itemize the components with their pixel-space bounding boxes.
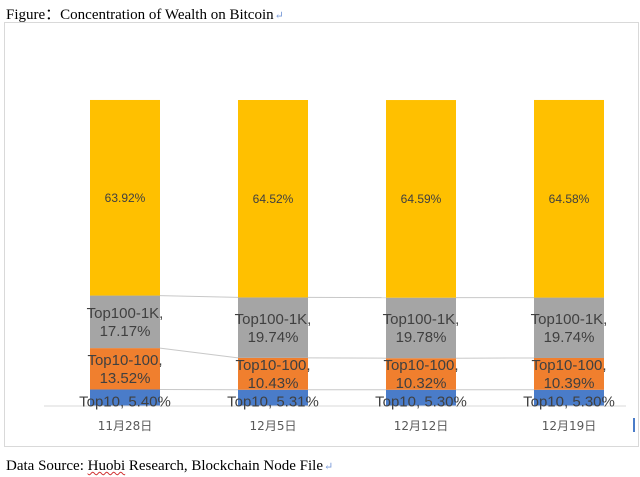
bar-top10-100-1 [90,348,160,390]
bar-top100-1k-3 [386,297,456,359]
bar-top100-1k-1 [90,295,160,349]
x-tick-label: 12月19日 [542,419,597,433]
bar-top10-100-3 [386,358,456,390]
series-connector-line [159,295,239,298]
data-label-top100-1k: Top100-1K, 19.74% [235,311,312,346]
data-label-top10-100: Top10-100, 10.39% [531,357,606,392]
data-label-rest: 63.92% [105,191,146,205]
frame-top-border [4,22,638,23]
data-label-top10-100: Top10-100, 13.52% [87,352,162,387]
bar-top10-100-4 [534,357,604,390]
bar-top10-2 [238,389,308,406]
data-label-top10-100: Top10-100, 10.43% [235,357,310,392]
x-tick-label: 12月5日 [250,419,297,433]
data-label-top10: Top10, 5.40% [79,393,171,410]
data-label-rest: 64.59% [401,192,442,206]
data-label-top10-100: Top10-100, 10.32% [383,357,458,392]
figure-title: Figure：Concentration of Wealth on Bitcoi… [6,7,284,23]
text-cursor-marker [633,418,635,432]
frame-left-border [4,22,5,447]
data-label-rest: 64.58% [549,192,590,206]
series-connector-line [159,347,239,359]
data-source-note: Data Source: Huobi Research, Blockchain … [6,458,334,474]
bar-top10-4 [534,389,604,406]
data-label-top100-1k: Top100-1K, 19.78% [383,311,460,346]
bar-rest-2 [238,100,308,298]
data-label-top100-1k: Top100-1K, 17.17% [87,305,164,340]
bar-top100-1k-2 [238,297,308,358]
data-label-top10: Top10, 5.30% [375,393,467,410]
bar-top10-3 [386,389,456,406]
bar-top10-100-2 [238,357,308,390]
frame-bottom-border [4,446,638,447]
data-label-top100-1k: Top100-1K, 19.74% [531,311,608,346]
bar-top10-1 [90,389,160,406]
data-label-top10: Top10, 5.30% [523,393,615,410]
data-label-top10: Top10, 5.31% [227,393,319,410]
bar-top100-1k-4 [534,297,604,358]
return-mark: ↵ [274,10,284,22]
bar-rest-1 [90,99,160,296]
return-mark: ↵ [324,461,334,473]
data-label-rest: 64.52% [253,192,294,206]
bar-rest-4 [534,99,604,298]
x-tick-label: 11月28日 [98,419,153,433]
frame-right-border [638,22,639,447]
x-tick-label: 12月12日 [394,419,449,433]
source-brand: Huobi [87,458,126,474]
bar-rest-3 [386,100,456,298]
